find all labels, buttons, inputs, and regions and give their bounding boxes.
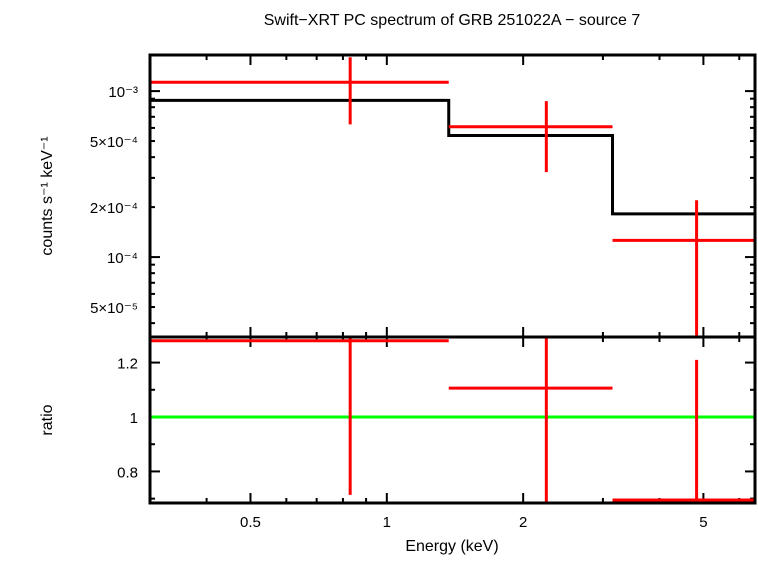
y-axis-label-ratio: ratio <box>39 404 56 435</box>
model-line <box>150 98 755 216</box>
x-tick-label: 2 <box>519 514 527 531</box>
y-tick-label: 0.8 <box>117 464 138 481</box>
x-tick-label: 0.5 <box>240 514 261 531</box>
x-tick-label: 5 <box>699 514 707 531</box>
ratio-panel-frame <box>148 335 757 505</box>
y-axis-label-spectrum: counts s⁻¹ keV⁻¹ <box>39 136 56 255</box>
y-tick-label: 10⁻⁴ <box>107 250 138 267</box>
y-tick-label: 5×10⁻⁵ <box>90 300 138 317</box>
spectrum-panel-frame <box>148 53 757 339</box>
y-tick-label: 1.2 <box>117 356 138 373</box>
chart-title: Swift−XRT PC spectrum of GRB 251022A − s… <box>264 12 641 29</box>
y-tick-label: 5×10⁻⁴ <box>90 134 138 151</box>
y-tick-label: 2×10⁻⁴ <box>90 200 138 217</box>
y-tick-label: 10⁻³ <box>108 84 138 101</box>
x-tick-label: 1 <box>383 514 391 531</box>
y-tick-label: 1 <box>130 410 138 427</box>
x-axis-label: Energy (keV) <box>405 538 498 555</box>
